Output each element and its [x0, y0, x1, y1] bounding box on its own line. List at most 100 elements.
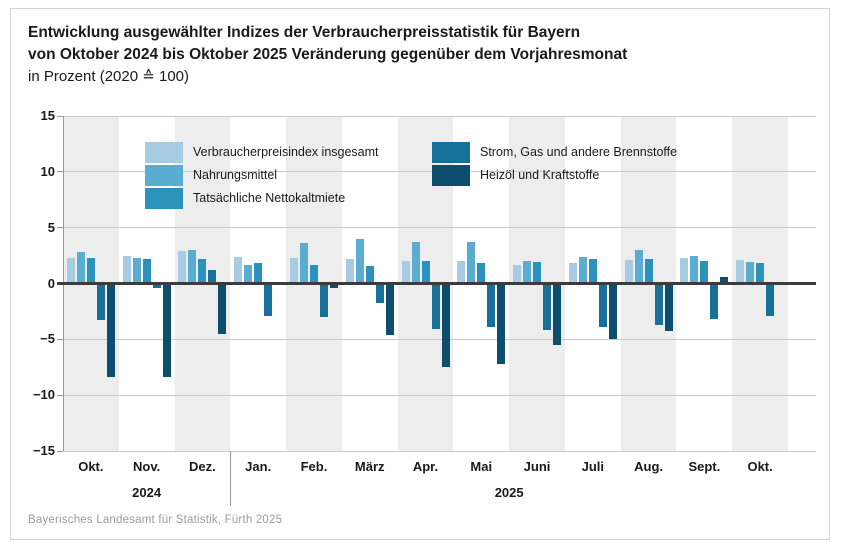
bar [345, 258, 354, 284]
bar [329, 284, 338, 288]
bar [198, 258, 207, 284]
x-axis-label: Nov. [133, 459, 161, 474]
bar [690, 255, 699, 284]
y-axis-tick [57, 338, 63, 340]
bar [86, 257, 95, 284]
bar [533, 262, 542, 284]
y-axis-tick [57, 115, 63, 117]
bar [487, 284, 496, 327]
gridline [63, 338, 816, 340]
y-axis-tick [57, 171, 63, 173]
bar [421, 261, 430, 284]
bar [756, 263, 765, 284]
legend-label: Heizöl und Kraftstoffe [480, 168, 600, 182]
bar [543, 284, 552, 331]
bar [152, 284, 161, 288]
bar [477, 263, 486, 284]
y-axis-label: 5 [47, 219, 55, 235]
bar [710, 284, 719, 320]
zero-line [57, 282, 816, 285]
bar [401, 261, 410, 284]
legend-swatch [145, 165, 183, 186]
bar [319, 284, 328, 317]
bar [106, 284, 115, 378]
bar [375, 284, 384, 304]
x-axis-label: Dez. [189, 459, 216, 474]
year-label: 2025 [494, 485, 524, 500]
bar [766, 284, 775, 316]
bar [588, 258, 597, 284]
bar [523, 261, 532, 284]
bar [132, 257, 141, 284]
chart-title-line2: von Oktober 2024 bis Oktober 2025 Veränd… [28, 46, 628, 63]
x-axis-label: Mai [470, 459, 493, 474]
bar [680, 257, 689, 284]
bar [365, 265, 374, 284]
bar [513, 264, 522, 284]
bar [142, 258, 151, 284]
bar [76, 252, 85, 284]
legend-label: Tatsächliche Nettokaltmiete [193, 191, 346, 205]
bar [654, 284, 663, 325]
bar [608, 284, 617, 340]
bar [385, 284, 394, 335]
bar [746, 262, 755, 284]
bar [634, 250, 643, 284]
bar [355, 238, 364, 284]
bar [162, 284, 171, 378]
y-axis-label: 15 [40, 108, 55, 123]
chart-title-line3: in Prozent (2020 ≙ 100) [28, 68, 189, 85]
bar [411, 242, 420, 284]
bar [122, 255, 131, 284]
bar [96, 284, 105, 321]
footer-credit: Bayerisches Landesamt für Statistik, Für… [28, 514, 283, 526]
legend-swatch [432, 165, 470, 186]
bar [720, 276, 729, 284]
x-axis-label: Aug. [634, 459, 664, 474]
y-axis-label: −15 [32, 443, 55, 458]
bar [264, 284, 273, 316]
legend-swatch [145, 142, 183, 163]
bar [624, 260, 633, 284]
bar [664, 284, 673, 332]
bar [188, 250, 197, 284]
bar [578, 256, 587, 284]
x-axis-label: Juni [523, 459, 551, 474]
gridline [63, 394, 816, 396]
bar [309, 264, 318, 284]
bar [431, 284, 440, 330]
year-label: 2024 [132, 485, 162, 500]
gridline [63, 227, 816, 229]
y-axis-label: 0 [47, 275, 55, 291]
bar [66, 257, 75, 284]
y-axis-label: 10 [40, 163, 55, 179]
x-axis-label: Okt. [747, 459, 773, 474]
bar [457, 261, 466, 284]
bar [644, 258, 653, 284]
bar [497, 284, 506, 364]
bar [467, 242, 476, 284]
bar [208, 270, 217, 284]
y-axis-tick [57, 394, 63, 396]
bar [178, 251, 187, 284]
bar [553, 284, 562, 345]
gridline [63, 115, 816, 117]
x-axis-label: Okt. [78, 459, 104, 474]
bar [568, 263, 577, 284]
year-section-separator [230, 451, 232, 506]
x-axis-label: Jan. [245, 459, 272, 474]
x-axis-label: Sept. [688, 459, 721, 474]
bar [254, 263, 263, 284]
x-axis-label: Juli [581, 459, 605, 474]
bar [234, 256, 243, 284]
gridline [63, 450, 816, 452]
y-axis-label: −5 [40, 331, 55, 347]
bar [598, 284, 607, 327]
legend-swatch [432, 142, 470, 163]
legend-swatch [145, 188, 183, 209]
bar [289, 257, 298, 284]
y-axis-label: −10 [32, 387, 55, 403]
y-axis-tick [57, 227, 63, 229]
bar [299, 243, 308, 284]
